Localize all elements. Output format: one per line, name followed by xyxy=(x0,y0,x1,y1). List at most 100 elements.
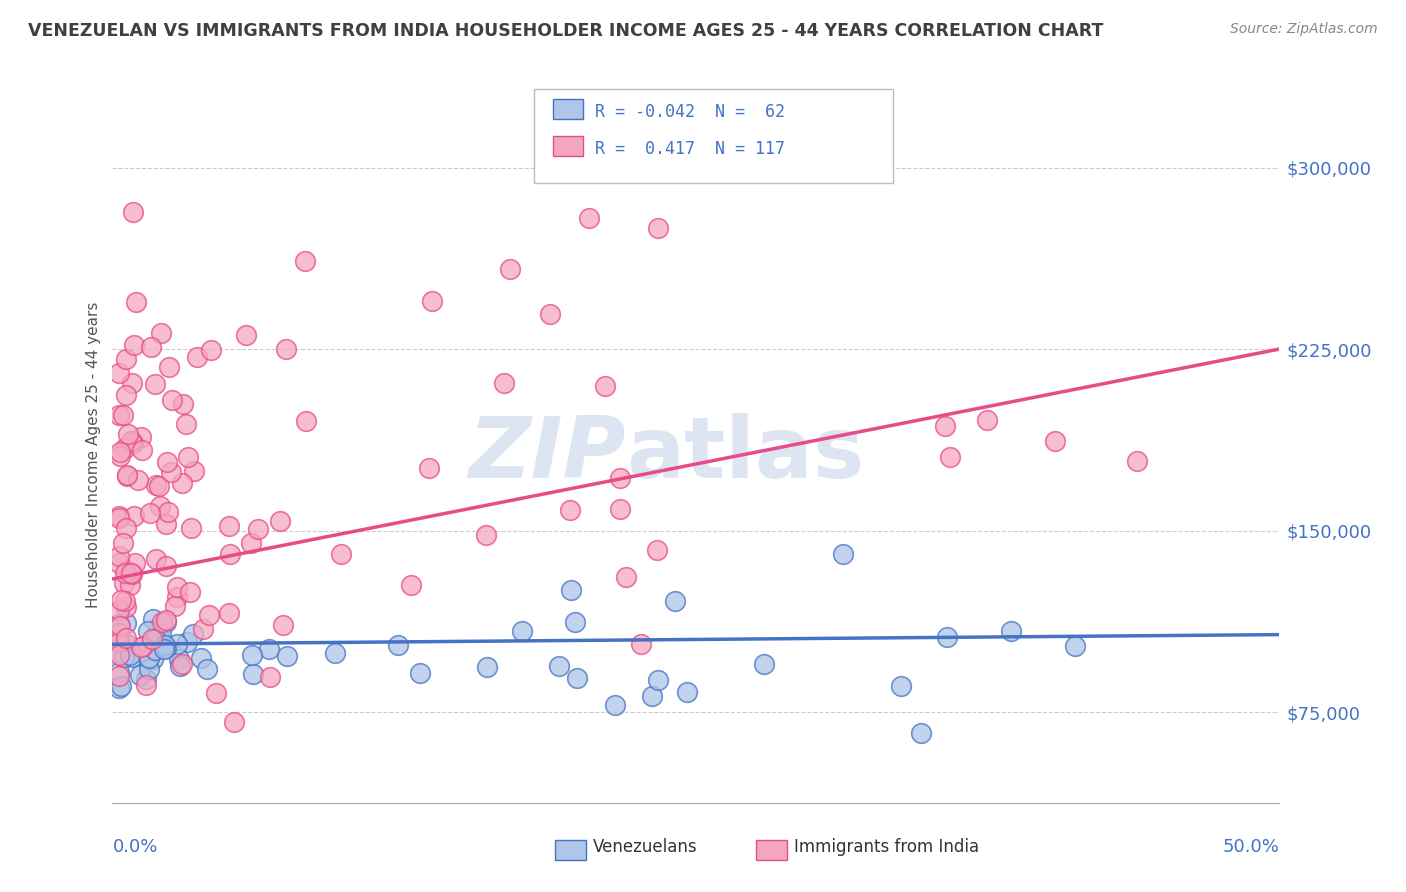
Point xyxy=(114,352,136,367)
Point xyxy=(108,647,131,661)
Point xyxy=(935,630,957,644)
Point xyxy=(122,509,145,524)
Point xyxy=(647,220,669,235)
Point xyxy=(108,618,131,632)
Point xyxy=(664,594,686,608)
Point xyxy=(121,376,143,390)
Point xyxy=(112,650,135,665)
Point xyxy=(976,413,998,427)
Point xyxy=(167,652,190,666)
Point xyxy=(115,615,138,630)
Point xyxy=(143,632,166,646)
Point xyxy=(399,578,422,592)
Point xyxy=(114,566,136,581)
Point xyxy=(614,570,637,584)
Point xyxy=(122,436,145,450)
Point xyxy=(193,622,215,636)
Point xyxy=(115,468,138,483)
Point xyxy=(129,429,152,443)
Point xyxy=(120,434,142,448)
Point xyxy=(118,566,141,581)
Text: 0.0%: 0.0% xyxy=(112,838,157,855)
Point xyxy=(197,662,219,676)
Point xyxy=(218,547,240,561)
Point xyxy=(418,461,440,475)
Text: Immigrants from India: Immigrants from India xyxy=(794,838,980,856)
Point xyxy=(235,328,257,343)
Point xyxy=(409,666,432,681)
Point xyxy=(108,366,131,380)
Point xyxy=(108,616,131,631)
Point xyxy=(329,547,352,561)
Point xyxy=(1043,434,1066,449)
Point xyxy=(117,427,139,442)
Point xyxy=(162,392,184,407)
Point xyxy=(108,665,131,679)
Point xyxy=(565,671,588,685)
Point xyxy=(547,659,569,673)
Point xyxy=(108,549,131,563)
Point xyxy=(222,714,245,729)
Point xyxy=(124,556,146,570)
Point xyxy=(114,564,136,578)
Point xyxy=(108,511,131,525)
Point xyxy=(108,635,131,649)
Point xyxy=(294,254,316,268)
Point xyxy=(242,648,264,663)
Point xyxy=(135,673,157,687)
Point xyxy=(246,522,269,536)
Text: Source: ZipAtlas.com: Source: ZipAtlas.com xyxy=(1230,22,1378,37)
Point xyxy=(108,603,131,617)
Point xyxy=(127,473,149,487)
Point xyxy=(609,471,631,485)
Text: R = -0.042  N =  62: R = -0.042 N = 62 xyxy=(595,103,785,120)
Point xyxy=(125,294,148,309)
Point xyxy=(242,667,264,681)
Point xyxy=(136,650,159,665)
Point xyxy=(609,502,631,516)
Point xyxy=(138,651,160,665)
Point xyxy=(560,582,582,597)
Text: VENEZUELAN VS IMMIGRANTS FROM INDIA HOUSEHOLDER INCOME AGES 25 - 44 YEARS CORREL: VENEZUELAN VS IMMIGRANTS FROM INDIA HOUS… xyxy=(28,22,1104,40)
Point xyxy=(257,642,280,657)
Point xyxy=(145,478,167,492)
Point xyxy=(145,552,167,566)
Point xyxy=(117,638,139,652)
Point xyxy=(110,679,132,693)
Point xyxy=(155,559,177,574)
Point xyxy=(143,377,166,392)
Point xyxy=(890,680,912,694)
Point xyxy=(156,505,179,519)
Point xyxy=(269,514,291,528)
Point xyxy=(108,648,131,663)
Point xyxy=(645,542,668,557)
Point xyxy=(752,657,775,672)
Point xyxy=(558,502,581,516)
Point xyxy=(108,556,131,570)
Point xyxy=(200,343,222,358)
Point xyxy=(475,528,498,542)
Point xyxy=(180,520,202,534)
Point xyxy=(172,397,194,411)
Point xyxy=(121,650,143,665)
Point xyxy=(111,408,134,422)
Point xyxy=(138,639,160,653)
Point xyxy=(204,686,226,700)
Point xyxy=(131,443,153,458)
Point xyxy=(108,681,131,696)
Point xyxy=(141,632,163,646)
Point xyxy=(115,387,138,401)
Point xyxy=(108,625,131,640)
Point xyxy=(115,469,138,483)
Point xyxy=(186,350,208,364)
Point xyxy=(110,593,132,607)
Point xyxy=(108,508,131,523)
Text: atlas: atlas xyxy=(626,413,865,497)
Point xyxy=(155,614,177,628)
Point xyxy=(166,590,188,604)
Point xyxy=(630,637,652,651)
Point xyxy=(138,662,160,676)
Text: R =  0.417  N = 117: R = 0.417 N = 117 xyxy=(595,140,785,158)
Point xyxy=(176,417,198,431)
Point xyxy=(218,607,240,621)
